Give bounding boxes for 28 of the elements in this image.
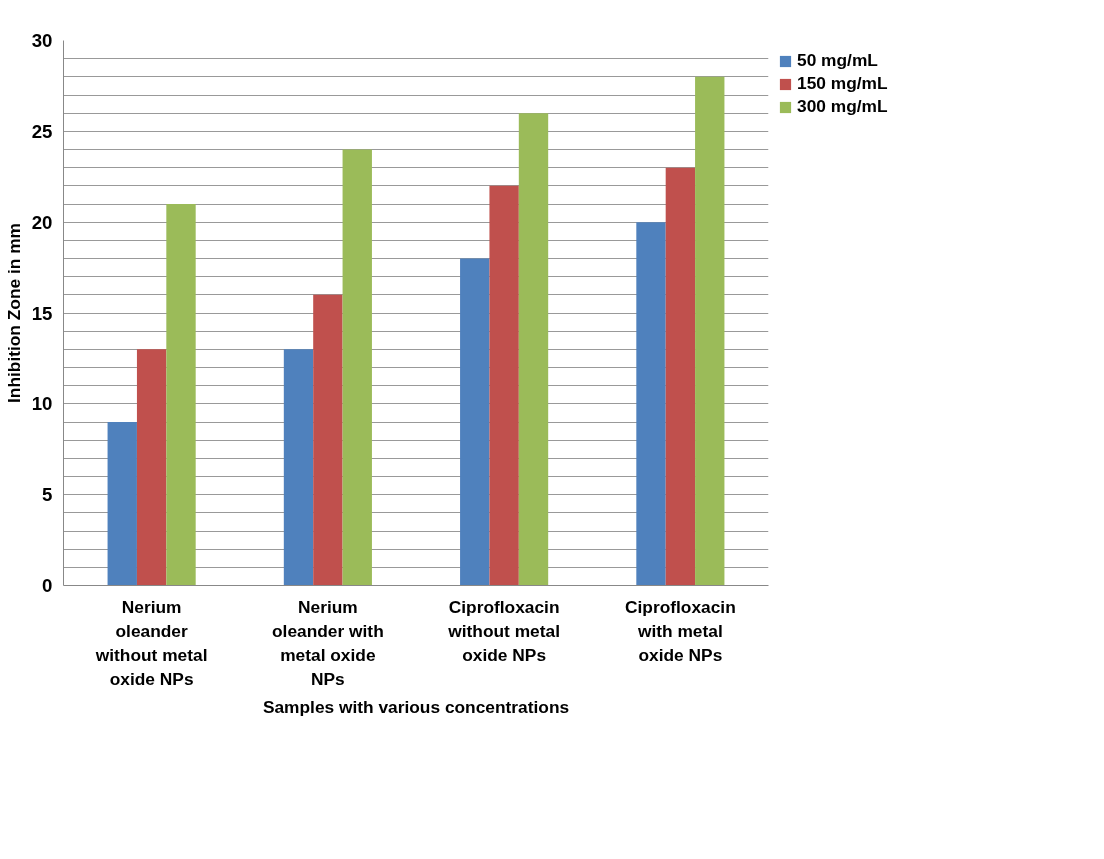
x-axis-title: Samples with various concentrations	[262, 696, 570, 717]
y-tick-label: 15	[31, 302, 53, 324]
bar	[518, 113, 549, 586]
x-tick-label: Ciprofloxacin with metal oxide NPs	[625, 596, 736, 665]
bar	[695, 76, 725, 586]
bar	[342, 149, 372, 586]
legend-label: 50 mg/mL	[797, 50, 878, 71]
y-tick-label: 0	[42, 575, 53, 596]
x-tick-label: Nerium oleander without metal oxide NPs	[94, 596, 208, 689]
legend-label: 300 mg/mL	[797, 96, 888, 117]
bar	[136, 349, 167, 586]
legend-label: 150 mg/mL	[797, 73, 888, 94]
bar	[107, 422, 137, 586]
y-tick-label: 5	[42, 484, 53, 506]
y-tick-label: 25	[31, 120, 53, 142]
bar	[665, 167, 696, 586]
y-tick-label: 10	[31, 393, 53, 415]
y-tick-label: 30	[31, 30, 53, 51]
bar	[636, 222, 666, 586]
bar	[283, 349, 314, 586]
bar	[460, 258, 490, 586]
bar	[166, 204, 196, 586]
bar	[313, 294, 343, 586]
y-axis-title: Inhibition Zone in mm	[3, 223, 24, 403]
y-tick-label: 20	[31, 211, 53, 233]
bar	[489, 185, 519, 586]
x-tick-label: Ciprofloxacin without metal oxide NPs	[447, 596, 560, 665]
x-tick-label: Nerium oleander with metal oxide NPs	[272, 596, 384, 689]
